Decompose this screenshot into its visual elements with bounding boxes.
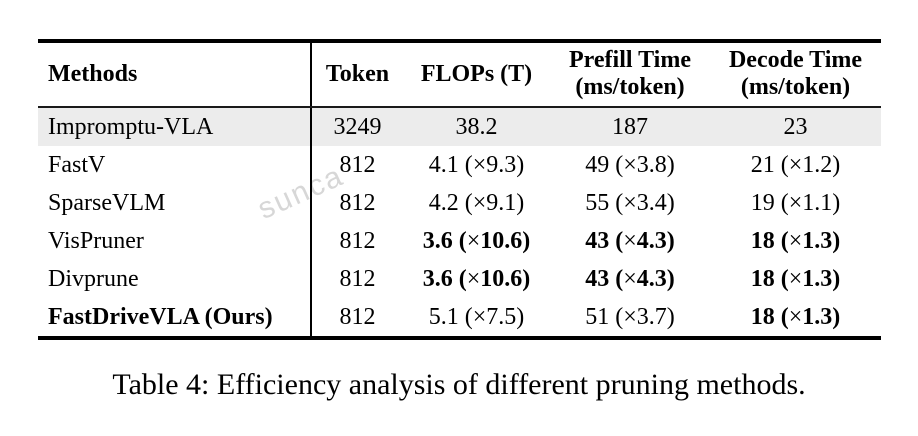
table-cell: 49 (×3.8) <box>585 151 675 178</box>
table-row: Divprune 812 3.6 (×10.6) 43 (×4.3) 18 (×1.3) <box>38 260 881 298</box>
table-cell: 5.1 (×7.5) <box>428 303 525 330</box>
multiply-symbol: × <box>623 227 637 254</box>
table-cell: 812 <box>339 189 376 216</box>
table-header: Methods Token FLOPs (T) Prefill Time (ms/tok… <box>38 41 881 108</box>
column-header-line: FLOPs (T) <box>420 60 533 87</box>
multiply-symbol: × <box>788 265 803 292</box>
method-cell: Divprune <box>38 260 312 298</box>
column-header-line: Token <box>325 60 390 87</box>
table-cell: 38.2 <box>403 107 550 146</box>
column-header: Prefill Time (ms/token) <box>550 41 710 108</box>
table-cell: 3249 <box>311 107 403 146</box>
column-header-line: Decode Time <box>728 47 863 73</box>
method-cell: SparseVLM <box>38 184 312 222</box>
table-cell: 55 (×3.4) <box>585 189 675 216</box>
table-cell: 23 <box>710 107 881 146</box>
table-cell: 18 (×1.3) <box>750 227 841 254</box>
table-row: FastV 812 4.1 (×9.3) 49 (×3.8) 21 (×1.2) <box>38 146 881 184</box>
method-cell: FastDriveVLA (Ours) <box>38 298 312 338</box>
method-cell: Impromptu-VLA <box>38 107 312 146</box>
multiply-symbol: × <box>466 265 481 292</box>
table-cell: 812 <box>339 265 376 292</box>
table-row: FastDriveVLA (Ours) 812 5.1 (×7.5) 51 (×3.7… <box>38 298 881 338</box>
table-cell: 812 <box>339 227 376 254</box>
method-cell: VisPruner <box>38 222 312 260</box>
table-row: Impromptu-VLA 3249 38.2 187 23 <box>38 107 881 146</box>
table-caption: Table 4: Efficiency analysis of differen… <box>112 368 806 401</box>
multiply-symbol: × <box>466 227 481 254</box>
header-row: Methods Token FLOPs (T) Prefill Time (ms/tok… <box>38 41 881 108</box>
column-header-line: (ms/token) <box>575 74 685 100</box>
efficiency-table: Methods Token FLOPs (T) Prefill Time (ms/tok… <box>38 39 881 340</box>
multiply-symbol: × <box>623 265 637 292</box>
table-cell: 43 (×4.3) <box>585 265 675 292</box>
table-cell: 4.1 (×9.3) <box>428 151 525 178</box>
column-header-line: Prefill Time <box>569 47 691 73</box>
multiply-symbol: × <box>788 227 803 254</box>
table-cell: 4.2 (×9.1) <box>428 189 525 216</box>
table-cell: 812 <box>339 151 376 178</box>
table-cell: 51 (×3.7) <box>585 303 675 330</box>
table-row: VisPruner 812 3.6 (×10.6) 43 (×4.3) 18 (×1.3… <box>38 222 881 260</box>
table-cell: 43 (×4.3) <box>585 227 675 254</box>
column-header: Decode Time (ms/token) <box>710 41 881 108</box>
column-header: Methods <box>38 41 312 108</box>
table-row: SparseVLM 812 4.2 (×9.1) 55 (×3.4) 19 (×1.1) <box>38 184 881 222</box>
table-cell: 812 <box>339 303 376 330</box>
table-cell: 3.6 (×10.6) <box>422 265 531 292</box>
table-cell: 19 (×1.1) <box>750 189 841 216</box>
table-cell: 3.6 (×10.6) <box>422 227 531 254</box>
table-cell: 18 (×1.3) <box>750 303 841 330</box>
column-header-line: Methods <box>48 60 138 87</box>
table-cell: 21 (×1.2) <box>750 151 841 178</box>
table-cell: 18 (×1.3) <box>750 265 841 292</box>
multiply-symbol: × <box>788 303 803 330</box>
table-body: Impromptu-VLA 3249 38.2 187 23 FastV 812 4.1 (×… <box>38 107 881 338</box>
column-header-line: (ms/token) <box>740 74 851 100</box>
table-cell: 187 <box>550 107 710 146</box>
column-header: Token <box>311 41 403 108</box>
column-header: FLOPs (T) <box>403 41 550 108</box>
method-cell: FastV <box>38 146 312 184</box>
